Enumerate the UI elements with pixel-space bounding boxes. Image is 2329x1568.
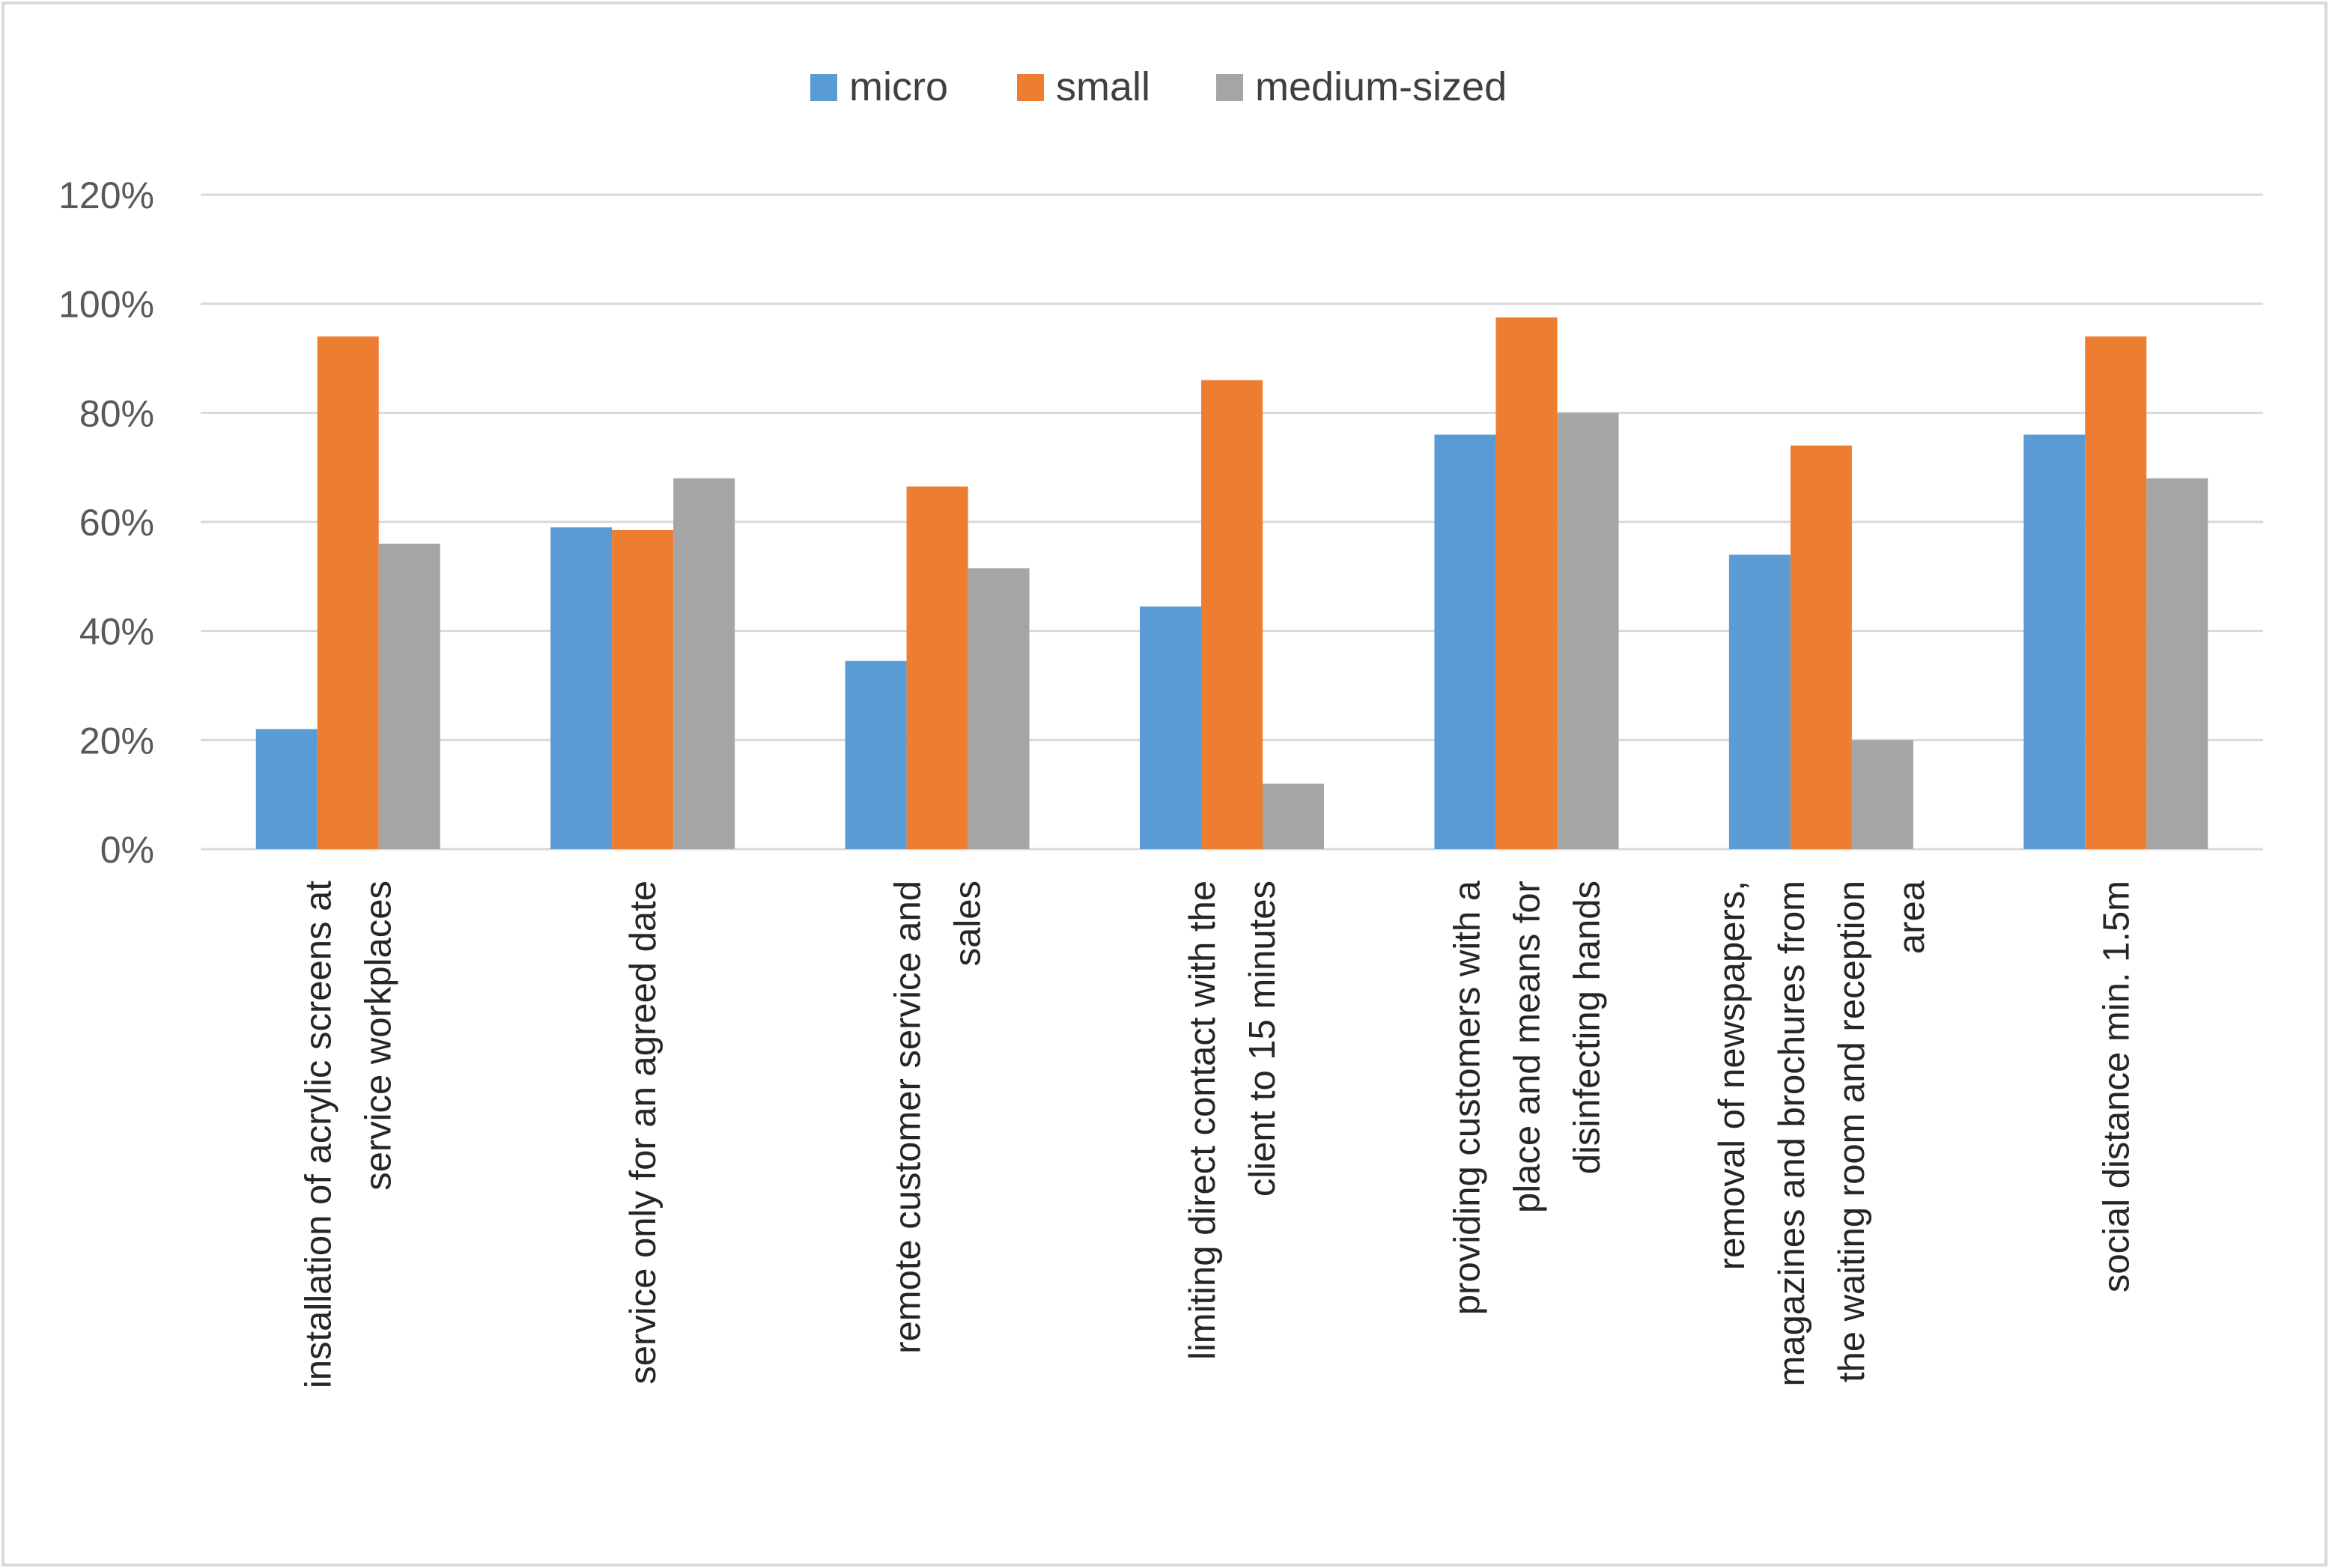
- category-label-1-line-0: service only for an agreed date: [623, 881, 664, 1385]
- bar-small-2: [906, 486, 968, 849]
- category-label-4: providing customers with a place and mean…: [1447, 880, 1607, 1315]
- bar-small-3: [1201, 380, 1263, 850]
- y-tick-label-4: 80%: [79, 392, 154, 434]
- category-label-2-line-0: remote customer service and: [888, 881, 929, 1354]
- y-tick-label-5: 100%: [58, 284, 154, 326]
- bar-medium-sized-2: [968, 568, 1030, 849]
- category-label-0-line-0: installation of acrylic screens at: [299, 881, 339, 1389]
- bar-medium-sized-6: [2146, 478, 2208, 849]
- bar-micro-1: [550, 527, 613, 849]
- bar-small-6: [2085, 336, 2147, 849]
- category-label-0-line-1: service workplaces: [359, 881, 399, 1191]
- bar-micro-5: [1728, 554, 1791, 849]
- legend-swatch-medium-sized: [1216, 74, 1243, 101]
- category-label-5-line-2: the waiting room and reception: [1832, 881, 1872, 1382]
- bar-small-4: [1496, 317, 1558, 849]
- category-label-5-line-3: area: [1892, 880, 1932, 954]
- category-label-3-line-0: limiting direct contact with the: [1182, 881, 1223, 1360]
- bar-medium-sized-4: [1557, 413, 1619, 849]
- bar-medium-sized-5: [1851, 740, 1913, 849]
- category-label-5: removal of newspapers, magazines and broc…: [1712, 880, 1932, 1386]
- y-axis: 0% 20% 40% 60% 80% 100% 120%: [58, 174, 154, 871]
- category-label-4-line-2: disinfecting hands: [1567, 881, 1607, 1174]
- category-label-3: limiting direct contact with the client t…: [1182, 881, 1283, 1360]
- legend-swatch-small: [1017, 74, 1044, 101]
- category-label-2: remote customer service and sales: [888, 881, 989, 1354]
- bar-small-0: [317, 336, 379, 849]
- bar-small-5: [1790, 446, 1852, 849]
- bar-micro-2: [845, 660, 907, 849]
- bar-small-1: [612, 529, 674, 849]
- legend-label-small: small: [1056, 64, 1150, 109]
- y-tick-label-3: 60%: [79, 502, 154, 544]
- bars: [255, 317, 2208, 850]
- category-label-5-line-0: removal of newspapers,: [1712, 881, 1752, 1270]
- category-label-6: social distance min. 1.5m: [2096, 881, 2137, 1292]
- legend-label-micro: micro: [849, 64, 948, 109]
- y-tick-label-6: 120%: [58, 174, 154, 216]
- category-label-6-line-0: social distance min. 1.5m: [2096, 881, 2137, 1292]
- category-label-1: service only for an agreed date: [623, 881, 664, 1385]
- bar-medium-sized-3: [1263, 783, 1324, 849]
- legend: micro small medium-sized: [810, 64, 1507, 109]
- category-label-0: installation of acrylic screens at servic…: [299, 881, 399, 1389]
- bar-micro-0: [255, 729, 318, 849]
- category-label-4-line-0: providing customers with a: [1447, 880, 1487, 1315]
- bar-micro-4: [1434, 434, 1496, 849]
- bar-medium-sized-1: [673, 478, 735, 849]
- y-tick-label-2: 40%: [79, 611, 154, 653]
- category-label-5-line-1: magazines and brochures from: [1772, 881, 1812, 1386]
- y-tick-label-1: 20%: [79, 720, 154, 762]
- bar-micro-6: [2023, 434, 2086, 849]
- category-label-2-line-1: sales: [948, 881, 989, 966]
- bar-micro-3: [1140, 606, 1201, 849]
- category-label-3-line-1: client to 15 minutes: [1242, 881, 1283, 1197]
- x-axis: installation of acrylic screens at servic…: [299, 880, 2137, 1388]
- category-label-4-line-1: place and means for: [1507, 881, 1547, 1213]
- legend-label-medium-sized: medium-sized: [1255, 64, 1507, 109]
- bar-medium-sized-0: [378, 544, 440, 849]
- legend-swatch-micro: [810, 74, 837, 101]
- y-tick-label-0: 0%: [100, 829, 154, 871]
